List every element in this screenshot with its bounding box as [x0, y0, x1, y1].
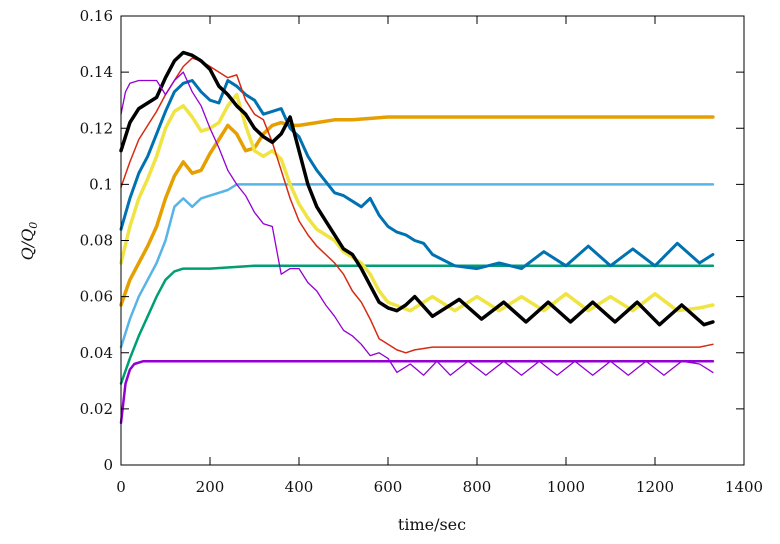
x-tick-label: 1000	[547, 478, 585, 496]
series-line-6	[119, 79, 715, 271]
series-line-1	[119, 359, 715, 425]
x-tick-label: 200	[196, 478, 225, 496]
y-tick-label: 0.02	[80, 400, 113, 418]
y-tick-label: 0.06	[80, 288, 113, 306]
y-tick-label: 0.04	[80, 344, 113, 362]
series-line-2	[119, 264, 715, 385]
x-tick-label: 1200	[636, 478, 674, 496]
axis-layer: 0 200 400 600 800 1000 1200 1400 0 0.02 0.04 0.06 0.…	[80, 7, 764, 496]
series-line-5	[119, 92, 715, 313]
y-axis-label-subscript: 0	[27, 222, 40, 229]
y-tick-label: 0.16	[80, 7, 113, 25]
y-tick-label: 0.1	[89, 175, 113, 193]
series-layer	[119, 50, 715, 425]
x-tick-label: 600	[374, 478, 403, 496]
y-axis-label-main: Q/Q	[18, 229, 37, 261]
x-tick-label: 400	[285, 478, 314, 496]
series-line-4	[119, 115, 715, 307]
y-axis-label: Q/Q0	[18, 222, 40, 261]
x-tick-label: 800	[463, 478, 492, 496]
y-tick-label: 0	[103, 456, 113, 474]
y-tick-label: 0.12	[80, 119, 113, 137]
series-line-8	[119, 50, 715, 327]
series-line-9	[120, 71, 714, 376]
y-tick-label: 0.08	[80, 232, 113, 250]
x-tick-label: 1400	[725, 478, 763, 496]
x-tick-label: 0	[116, 478, 126, 496]
plot-frame	[120, 15, 745, 466]
series-line-3	[119, 183, 715, 349]
y-tick-label: 0.14	[80, 63, 113, 81]
x-axis-label: time/sec	[398, 515, 466, 534]
series-line-7	[120, 57, 714, 354]
